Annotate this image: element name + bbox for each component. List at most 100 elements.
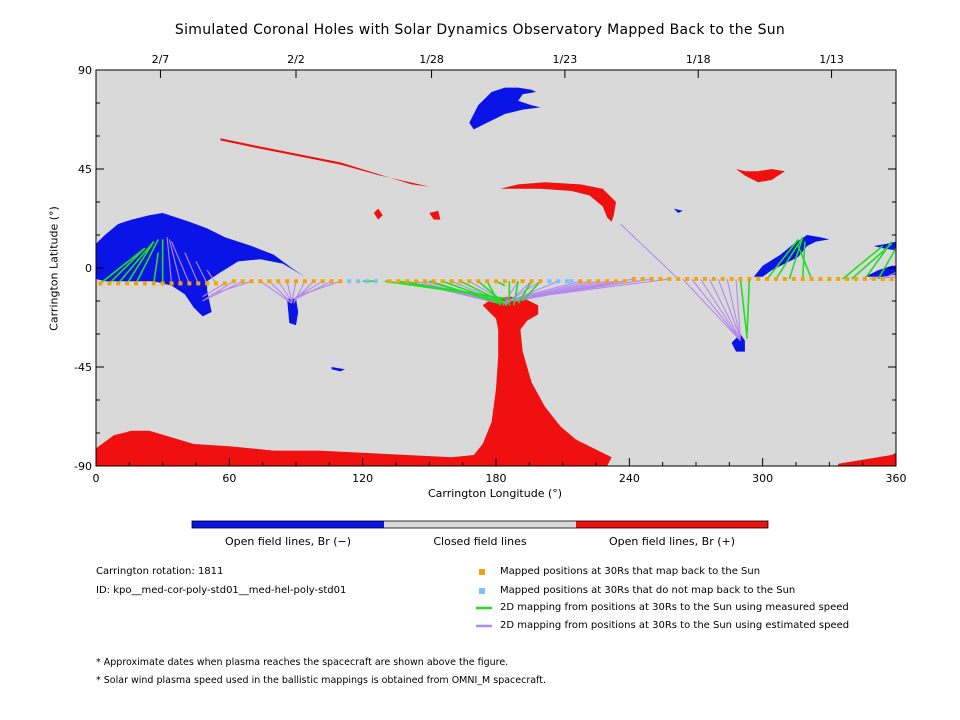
measured-mapping-line	[429, 280, 501, 304]
mapped-position-point	[196, 281, 201, 286]
mapped-position-point	[142, 281, 147, 286]
x-tick-label: 240	[619, 472, 640, 485]
coronal-hole-positive-2	[220, 138, 430, 187]
estimated-mapping-line	[691, 278, 741, 341]
top-date-label: 1/28	[419, 53, 444, 66]
colorbar-negative	[192, 521, 384, 528]
measured-mapping-line	[877, 247, 897, 280]
estimated-mapping-line	[735, 278, 741, 339]
measured-mapping-line	[739, 278, 748, 339]
coronal-hole-negative-12	[731, 334, 745, 352]
measured-mapping-line	[522, 280, 542, 302]
mapped-position-point	[836, 277, 841, 281]
mapped-position-point	[249, 279, 254, 284]
estimated-mapping-line	[168, 239, 181, 284]
colorbar-label-closed: Closed field lines	[433, 535, 527, 548]
y-axis-label: Carrington Latitude (°)	[47, 206, 61, 331]
colorbar-closed	[384, 521, 576, 528]
mapped-position-point	[511, 279, 516, 284]
mapped-position-point	[614, 279, 618, 284]
measured-mapping-line	[126, 241, 155, 284]
x-tick-label: 360	[886, 472, 907, 485]
estimated-mapping-line	[682, 278, 741, 341]
mapped-position-point	[231, 279, 236, 284]
coronal-hole-positive-3	[500, 182, 616, 222]
top-date-label: 2/7	[152, 53, 170, 66]
mapped-position-point	[818, 277, 823, 281]
colorbar-frame	[191, 520, 769, 529]
measured-mapping-line	[477, 280, 508, 307]
mapped-position-point	[320, 279, 325, 284]
estimated-mapping-line	[184, 252, 199, 284]
estimated-mapping-line	[260, 280, 292, 304]
measured-mapping-line	[512, 281, 520, 306]
mapped-position-point	[667, 277, 672, 281]
estimated-mapping-line	[277, 280, 293, 302]
mapped-position-point	[827, 277, 832, 281]
mapped-position-point	[151, 281, 156, 286]
unmapped-position-point	[565, 279, 570, 284]
mapped-position-point	[782, 277, 787, 281]
mapped-position-point	[800, 277, 805, 281]
mapped-position-point	[854, 277, 858, 281]
colorbar-positive	[576, 521, 768, 528]
measured-mapping-line	[797, 245, 813, 280]
mapped-position-point	[205, 281, 210, 286]
legend-label-estimated: 2D mapping from positions at 30Rs to the…	[500, 620, 850, 631]
mapped-position-point	[240, 279, 245, 284]
mapped-position-point	[711, 277, 716, 281]
estimated-mapping-line	[295, 280, 341, 298]
measured-mapping-line	[135, 239, 159, 284]
unmapped-position-point	[347, 279, 352, 284]
mapped-position-point	[765, 277, 770, 281]
mapped-position-point	[422, 279, 427, 284]
coronal-hole-positive-0	[96, 296, 612, 466]
measured-mapping-line	[117, 241, 155, 284]
mapped-position-point	[267, 279, 272, 284]
mapped-position-point	[596, 279, 601, 284]
mapped-position-point	[178, 281, 183, 286]
unmapped-position-point	[547, 279, 552, 284]
mapped-position-point	[631, 277, 636, 281]
mapped-position-point	[258, 279, 263, 284]
mapped-positions	[98, 277, 894, 286]
y-tick-label: 0	[85, 262, 92, 275]
y-tick-label: -90	[74, 460, 92, 473]
mapped-position-point	[134, 281, 138, 286]
estimated-mapping-line	[166, 237, 173, 284]
mapped-position-point	[125, 281, 130, 286]
measured-mapping-line	[746, 278, 751, 335]
mapped-position-point	[845, 277, 850, 281]
measured-mapping-line	[517, 280, 533, 304]
mapped-position-point	[605, 279, 610, 284]
mapped-position-point	[285, 279, 290, 284]
mapped-position-point	[294, 279, 298, 284]
mapped-position-point	[862, 277, 867, 281]
colorbar-label-negative: Open field lines, Br (−)	[224, 535, 352, 548]
measured-mapping-line	[788, 236, 804, 280]
carrington-rotation: Carrington rotation: 1811	[96, 566, 224, 577]
unmapped-position-point	[356, 279, 361, 284]
coronal-hole-negative-9	[287, 298, 299, 326]
mapped-position-point	[302, 279, 307, 284]
mapped-position-point	[791, 277, 796, 281]
legend-label-measured: 2D mapping from positions at 30Rs to the…	[500, 602, 849, 613]
mapped-position-point	[169, 281, 174, 286]
chart-title: Simulated Coronal Holes with Solar Dynam…	[174, 22, 786, 38]
measured-mapping-line	[766, 238, 799, 280]
mapped-position-point	[98, 281, 103, 286]
estimated-mapping-line	[620, 223, 679, 280]
x-tick-label: 0	[93, 472, 100, 485]
mapped-position-point	[658, 277, 663, 281]
estimated-mapping-line	[504, 280, 581, 302]
x-tick-label: 60	[222, 472, 236, 485]
mapped-position-point	[187, 281, 192, 286]
note-dates: * Approximate dates when plasma reaches …	[96, 657, 509, 668]
mapped-position-point	[502, 279, 507, 284]
y-tick-label: 90	[78, 64, 92, 77]
estimated-mapping-line	[195, 261, 208, 284]
estimated-mapping-line	[717, 278, 741, 339]
mapped-position-point	[529, 279, 534, 284]
mapped-position-point	[649, 277, 654, 281]
